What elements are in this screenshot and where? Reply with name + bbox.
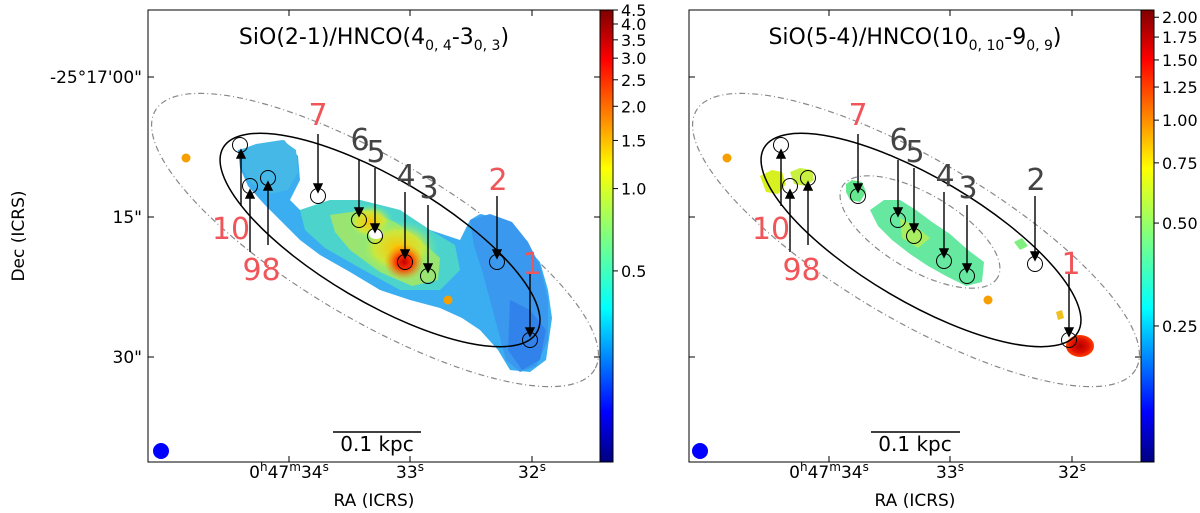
source-label-6: 6 <box>889 123 908 158</box>
source-label-1: 1 <box>522 247 541 282</box>
x-tick-label: 33s <box>396 460 424 483</box>
y-tick-label: 30" <box>113 348 142 368</box>
colorbar-tick-label: 1.00 <box>1162 111 1198 130</box>
x-tick-label: 0h47m34s <box>249 460 329 483</box>
source-label-5: 5 <box>366 135 385 170</box>
x-tick-label: 33s <box>936 460 964 483</box>
colorbar-tick-label: 1.5 <box>621 131 646 150</box>
panel-title: SiO(2-1)/HNCO(40, 4-30, 3) <box>239 25 509 54</box>
source-label-7: 7 <box>308 98 327 133</box>
source-label-5: 5 <box>905 135 924 170</box>
colorbar-tick-label: 1.0 <box>621 180 646 199</box>
colorbar-tick-label: 4.0 <box>621 15 646 34</box>
source-label-3: 3 <box>958 171 977 206</box>
colorbar-tick-label: 2.5 <box>621 71 646 90</box>
beam-symbol <box>153 443 169 459</box>
source-label-9: 9 <box>242 253 261 288</box>
colorbar-tick-label: 0.5 <box>621 262 646 281</box>
source-label-2: 2 <box>1026 163 1045 198</box>
colorbar-tick-label: 0.50 <box>1162 214 1198 233</box>
middle-ellipse <box>839 175 1001 289</box>
source-label-3: 3 <box>419 171 438 206</box>
colorbar-tick-label: 0.75 <box>1162 154 1198 173</box>
colorbar <box>599 9 614 463</box>
x-tick-label: 0h47m34s <box>789 460 869 483</box>
colorbar-tick-label: 4.5 <box>621 1 646 20</box>
inner-ellipse <box>219 132 541 348</box>
emission-map <box>238 140 552 372</box>
x-tick-label: 32s <box>1058 460 1086 483</box>
source-label-8: 8 <box>801 253 820 288</box>
scale-bar-label: 0.1 kpc <box>340 432 413 456</box>
panel-left: 7 6 5 4 3 2 1 10 9 8 SiO(2-1)/HNCO(40, 4… <box>9 1 646 511</box>
beam-symbol <box>692 443 708 459</box>
x-tick-label: 32s <box>518 460 546 483</box>
x-axis-label: RA (ICRS) <box>334 491 415 511</box>
colorbar-ticks: 2.001.75 1.50 1.25 1.00 0.75 0.50 0.25 <box>1154 8 1198 336</box>
panel-right: 7 6 5 4 3 2 1 10 9 8 SiO(5-4)/HNCO(100, … <box>688 8 1198 511</box>
source-label-4: 4 <box>396 159 415 194</box>
panel-title: SiO(5-4)/HNCO(100, 10-90, 9) <box>768 25 1061 54</box>
y-tick-label: -25°17'00" <box>50 68 142 88</box>
source-label-2: 2 <box>488 163 507 198</box>
colorbar <box>1140 9 1155 463</box>
source-label-4: 4 <box>935 159 954 194</box>
ticks <box>689 10 1141 462</box>
marker-dot <box>181 153 191 163</box>
ticks <box>148 10 600 462</box>
colorbar-tick-label: 3.5 <box>621 31 646 50</box>
colorbar-tick-label: 2.0 <box>621 97 646 116</box>
marker-dot <box>443 295 453 305</box>
source-arrows <box>235 134 536 338</box>
source-label-7: 7 <box>848 98 867 133</box>
marker-dot <box>983 295 993 305</box>
inner-ellipse <box>760 132 1082 348</box>
colorbar-tick-label: 3.0 <box>621 49 646 68</box>
y-tick-label: 15" <box>113 208 142 228</box>
source-label-6: 6 <box>350 123 369 158</box>
colorbar-tick-label: 1.50 <box>1162 51 1198 70</box>
source-label-8: 8 <box>261 253 280 288</box>
marker-dot <box>722 153 732 163</box>
colorbar-tick-label: 1.25 <box>1162 78 1198 97</box>
source-label-10: 10 <box>752 212 790 247</box>
source-label-1: 1 <box>1061 247 1080 282</box>
source-label-10: 10 <box>212 212 250 247</box>
colorbar-tick-label: 1.75 <box>1162 28 1198 47</box>
source-arrows <box>775 134 1075 338</box>
colorbar-ticks: 4.54.03.53.0 2.5 2.0 1.5 1.0 0.5 <box>613 1 646 281</box>
colorbar-tick-label: 0.25 <box>1162 317 1198 336</box>
y-axis-label: Dec (ICRS) <box>9 190 29 281</box>
source-label-9: 9 <box>782 253 801 288</box>
colorbar-tick-label: 2.00 <box>1162 8 1198 27</box>
x-axis-label: RA (ICRS) <box>875 491 956 511</box>
scale-bar-label: 0.1 kpc <box>878 432 951 456</box>
